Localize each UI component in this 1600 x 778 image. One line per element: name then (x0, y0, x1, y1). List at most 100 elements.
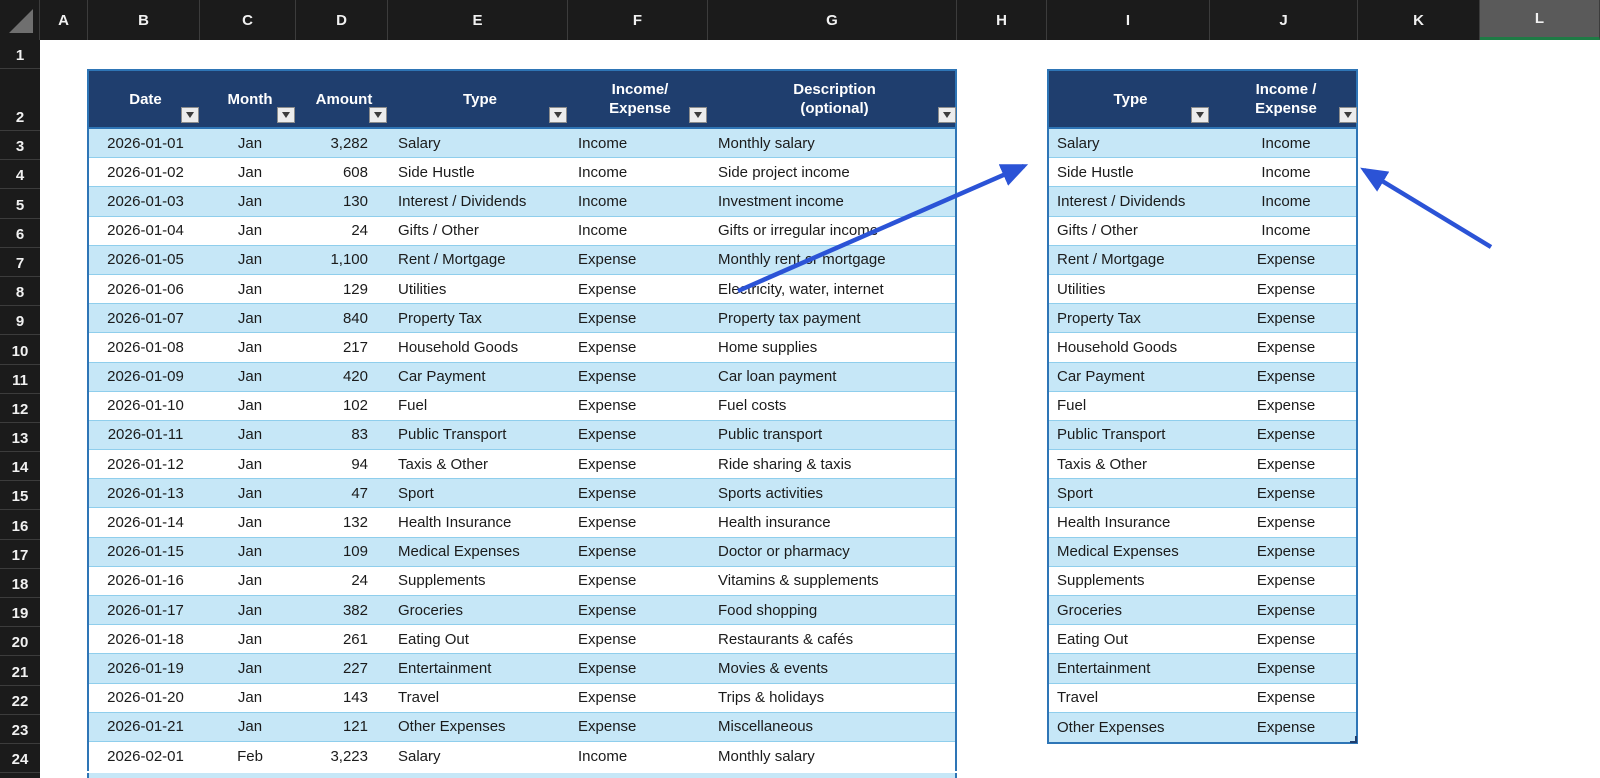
transactions-cell-flow[interactable]: Expense (578, 689, 637, 707)
transactions-cell-flow[interactable]: Income (578, 222, 628, 240)
transactions-cell-description[interactable]: Sports activities (718, 484, 824, 502)
transactions-cell-type[interactable]: Gifts / Other (398, 222, 479, 240)
row-header-6[interactable]: 6 (0, 219, 40, 248)
transactions-cell-month[interactable]: Jan (237, 689, 263, 707)
transactions-cell-amount[interactable]: 840 (342, 309, 368, 327)
transactions-cell-type[interactable]: Sport (398, 484, 434, 502)
transactions-cell-flow[interactable]: Income (578, 134, 628, 152)
row-header-1[interactable]: 1 (0, 40, 40, 69)
lookup-cell-type[interactable]: Fuel (1057, 397, 1087, 415)
transactions-cell-amount[interactable]: 24 (351, 572, 368, 590)
transactions-cell-month[interactable]: Feb (237, 748, 263, 766)
filter-dropdown-button[interactable] (369, 107, 387, 123)
transactions-cell-amount[interactable]: 129 (342, 280, 368, 298)
row-header-8[interactable]: 8 (0, 277, 40, 307)
transactions-cell-date[interactable]: 2026-01-14 (107, 514, 184, 532)
transactions-cell-flow[interactable]: Expense (578, 514, 637, 532)
transactions-cell-type[interactable]: Public Transport (398, 426, 507, 444)
row-header-5[interactable]: 5 (0, 189, 40, 219)
transactions-cell-type[interactable]: Medical Expenses (398, 543, 520, 561)
transactions-cell-type[interactable]: Groceries (398, 601, 464, 619)
transactions-cell-month[interactable]: Jan (237, 192, 263, 210)
transactions-cell-description[interactable]: Fuel costs (718, 397, 787, 415)
transactions-cell-date[interactable]: 2026-01-21 (107, 718, 184, 736)
transactions-cell-month[interactable]: Jan (237, 718, 263, 736)
lookup-cell-type[interactable]: Sport (1057, 484, 1093, 502)
transactions-cell-month[interactable]: Jan (237, 630, 263, 648)
lookup-cell-flow[interactable]: Expense (1256, 514, 1316, 532)
transactions-cell-description[interactable]: Gifts or irregular income (718, 222, 879, 240)
transactions-cell-month[interactable]: Jan (237, 601, 263, 619)
transactions-cell-type[interactable]: Household Goods (398, 338, 519, 356)
transactions-cell-amount[interactable]: 143 (342, 689, 368, 707)
lookup-header-flow[interactable]: Income / Expense (1212, 71, 1360, 127)
transactions-cell-description[interactable]: Monthly rent or mortgage (718, 251, 886, 269)
lookup-cell-flow[interactable]: Expense (1256, 397, 1316, 415)
row-header-19[interactable]: 19 (0, 598, 40, 628)
transactions-header-amount[interactable]: Amount (298, 71, 390, 127)
transactions-cell-description[interactable]: Health insurance (718, 514, 831, 532)
row-header-20[interactable]: 20 (0, 627, 40, 657)
lookup-cell-type[interactable]: Groceries (1057, 601, 1123, 619)
transactions-cell-amount[interactable]: 1,100 (330, 251, 368, 269)
lookup-cell-type[interactable]: Other Expenses (1057, 718, 1165, 736)
lookup-cell-flow[interactable]: Income (1261, 134, 1311, 152)
column-header-K[interactable]: K (1358, 0, 1480, 40)
lookup-cell-type[interactable]: Property Tax (1057, 309, 1141, 327)
row-header-12[interactable]: 12 (0, 394, 40, 423)
transactions-cell-description[interactable]: Property tax payment (718, 309, 861, 327)
transactions-cell-amount[interactable]: 608 (342, 163, 368, 181)
lookup-cell-flow[interactable]: Expense (1256, 368, 1316, 386)
transactions-cell-type[interactable]: Rent / Mortgage (398, 251, 506, 269)
transactions-header-type[interactable]: Type (390, 71, 570, 127)
transactions-cell-type[interactable]: Fuel (398, 397, 428, 415)
row-header-14[interactable]: 14 (0, 452, 40, 482)
transactions-cell-amount[interactable]: 217 (342, 338, 368, 356)
filter-dropdown-button[interactable] (277, 107, 295, 123)
transactions-cell-date[interactable]: 2026-01-16 (107, 572, 184, 590)
transactions-cell-amount[interactable]: 261 (342, 630, 368, 648)
transactions-cell-month[interactable]: Jan (237, 484, 263, 502)
lookup-cell-flow[interactable]: Expense (1256, 543, 1316, 561)
transactions-cell-flow[interactable]: Expense (578, 309, 637, 327)
transactions-cell-amount[interactable]: 3,282 (330, 134, 368, 152)
lookup-cell-flow[interactable]: Income (1261, 163, 1311, 181)
transactions-cell-month[interactable]: Jan (237, 455, 263, 473)
transactions-cell-flow[interactable]: Expense (578, 630, 637, 648)
transactions-cell-flow[interactable]: Expense (578, 572, 637, 590)
transactions-cell-amount[interactable]: 83 (351, 426, 368, 444)
row-header-13[interactable]: 13 (0, 423, 40, 453)
transactions-cell-month[interactable]: Jan (237, 251, 263, 269)
transactions-cell-amount[interactable]: 24 (351, 222, 368, 240)
transactions-cell-type[interactable]: Utilities (398, 280, 447, 298)
row-header-15[interactable]: 15 (0, 481, 40, 511)
transactions-cell-description[interactable]: Car loan payment (718, 368, 837, 386)
transactions-cell-flow[interactable]: Expense (578, 543, 637, 561)
lookup-cell-type[interactable]: Gifts / Other (1057, 222, 1138, 240)
column-header-I[interactable]: I (1047, 0, 1210, 40)
lookup-cell-flow[interactable]: Expense (1256, 718, 1316, 736)
transactions-cell-amount[interactable]: 420 (342, 368, 368, 386)
transactions-cell-amount[interactable]: 102 (342, 397, 368, 415)
lookup-cell-flow[interactable]: Expense (1256, 659, 1316, 677)
transactions-cell-date[interactable]: 2026-01-06 (107, 280, 184, 298)
transactions-header-month[interactable]: Month (202, 71, 298, 127)
transactions-cell-date[interactable]: 2026-01-05 (107, 251, 184, 269)
transactions-cell-description[interactable]: Miscellaneous (718, 718, 814, 736)
transactions-cell-flow[interactable]: Expense (578, 718, 637, 736)
transactions-cell-flow[interactable]: Expense (578, 484, 637, 502)
transactions-cell-date[interactable]: 2026-01-09 (107, 368, 184, 386)
transactions-cell-date[interactable]: 2026-02-01 (107, 748, 184, 766)
transactions-cell-amount[interactable]: 94 (351, 455, 368, 473)
transactions-cell-date[interactable]: 2026-01-04 (107, 222, 184, 240)
lookup-cell-type[interactable]: Side Hustle (1057, 163, 1134, 181)
row-header-16[interactable]: 16 (0, 510, 40, 540)
transactions-cell-date[interactable]: 2026-01-10 (107, 397, 184, 415)
transactions-cell-month[interactable]: Jan (237, 397, 263, 415)
transactions-cell-month[interactable]: Jan (237, 338, 263, 356)
column-header-C[interactable]: C (200, 0, 296, 40)
row-header-21[interactable]: 21 (0, 656, 40, 686)
transactions-cell-amount[interactable]: 227 (342, 659, 368, 677)
filter-dropdown-button[interactable] (181, 107, 199, 123)
transactions-cell-date[interactable]: 2026-01-20 (107, 689, 184, 707)
